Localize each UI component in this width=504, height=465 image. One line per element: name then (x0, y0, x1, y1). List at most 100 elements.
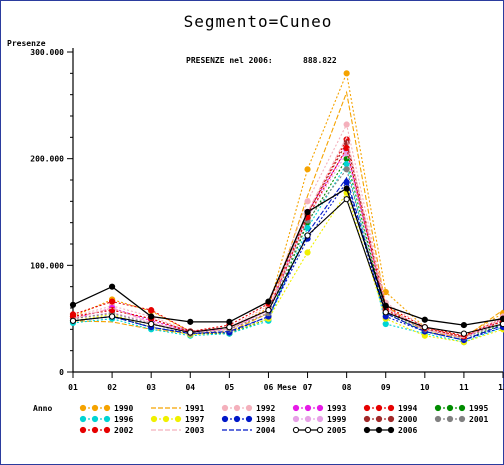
legend-marker (458, 404, 466, 412)
legend-item-1994: 1994 (363, 404, 417, 413)
legend-marker (292, 426, 300, 434)
data-point (108, 313, 116, 320)
series-line (72, 176, 504, 341)
legend-marker (304, 415, 312, 423)
series-line (72, 151, 504, 339)
data-point (343, 185, 350, 192)
series-1991 (72, 90, 504, 339)
series-line (72, 146, 504, 338)
legend: 1990 1991 1992 1993 1994 1995 1996 1997 1998 1999… (79, 404, 488, 435)
legend-label: 1997 (185, 415, 204, 424)
series-2002 (69, 144, 504, 340)
data-point (187, 329, 194, 336)
data-point (108, 298, 116, 305)
legend-marker (446, 404, 454, 412)
y-tick-label: 200.000 (30, 155, 64, 164)
legend-label: 1990 (114, 404, 133, 413)
series-line (72, 122, 504, 338)
x-tick-label: 08 (342, 383, 352, 392)
data-point (108, 283, 116, 290)
legend-marker (446, 415, 454, 423)
legend-label: 1994 (398, 404, 417, 413)
data-point (382, 302, 389, 309)
data-point (421, 324, 428, 331)
legend-marker (375, 426, 383, 434)
x-tick-label: 01 (68, 383, 78, 392)
x-tick-label: 10 (420, 383, 430, 392)
y-tick-label: 300.000 (30, 48, 64, 57)
x-tick-label: 12 (498, 383, 504, 392)
series-line (72, 187, 504, 326)
legend-title: Anno (33, 404, 52, 413)
x-tick-label: 09 (381, 383, 391, 392)
legend-label: 1993 (327, 404, 346, 413)
legend-label: 2002 (114, 426, 133, 435)
legend-item-1991: 1991 (151, 404, 204, 413)
x-tick-label: 11 (459, 383, 469, 392)
legend-item-2003: 2003 (151, 426, 204, 435)
legend-marker (221, 404, 229, 412)
series-2006 (69, 185, 504, 329)
series-line (72, 157, 504, 341)
data-point (499, 315, 504, 322)
legend-item-1997: 1997 (150, 415, 204, 424)
series-layer (69, 70, 504, 346)
legend-marker (221, 415, 229, 423)
legend-marker (434, 415, 442, 423)
legend-marker (103, 426, 111, 434)
legend-label: 2006 (398, 426, 417, 435)
legend-label: 2000 (398, 415, 417, 424)
legend-marker (375, 404, 383, 412)
x-tick-label: 06 (264, 383, 274, 392)
legend-marker (91, 415, 99, 423)
legend-item-1998: 1998 (221, 415, 275, 424)
legend-item-2001: 2001 (434, 415, 488, 424)
data-point (343, 196, 350, 203)
legend-item-1996: 1996 (79, 415, 133, 424)
data-point (460, 321, 468, 329)
legend-marker (434, 404, 442, 412)
legend-marker (363, 404, 371, 412)
legend-marker (103, 415, 111, 423)
x-tick-label: 04 (185, 383, 195, 392)
data-point (382, 309, 389, 316)
legend-marker (316, 404, 324, 412)
legend-item-1990: 1990 (79, 404, 133, 413)
annotation-label: PRESENZE nel 2006: (186, 56, 273, 65)
legend-marker (91, 404, 99, 412)
y-axis-label: Presenze (7, 39, 46, 48)
legend-item-2006: 2006 (363, 426, 417, 435)
data-point (226, 324, 233, 331)
legend-item-1995: 1995 (434, 404, 488, 413)
legend-item-1993: 1993 (292, 404, 346, 413)
legend-marker (304, 426, 312, 434)
legend-item-2002: 2002 (79, 426, 133, 435)
data-point (69, 301, 77, 308)
legend-marker (245, 415, 253, 423)
x-tick-label: 07 (303, 383, 313, 392)
data-point (226, 318, 233, 325)
data-point (343, 144, 350, 152)
series-2004 (72, 176, 504, 341)
legend-label: 1996 (114, 415, 133, 424)
legend-marker (316, 426, 324, 434)
legend-marker (387, 426, 395, 434)
annotation-value: 888.822 (303, 56, 337, 65)
legend-marker (387, 415, 395, 423)
legend-marker (79, 404, 87, 412)
legend-label: 1992 (256, 404, 275, 413)
legend-marker (91, 426, 99, 434)
series-1994 (69, 136, 504, 339)
data-point (343, 70, 350, 77)
data-point (343, 121, 350, 128)
legend-marker (363, 426, 371, 434)
legend-marker (292, 404, 300, 412)
legend-label: 1991 (185, 404, 204, 413)
series-line (72, 198, 504, 335)
data-point (343, 166, 350, 173)
data-point (304, 224, 311, 232)
legend-label: 1999 (327, 415, 346, 424)
legend-label: 2003 (185, 426, 204, 435)
legend-label: 2001 (469, 415, 488, 424)
